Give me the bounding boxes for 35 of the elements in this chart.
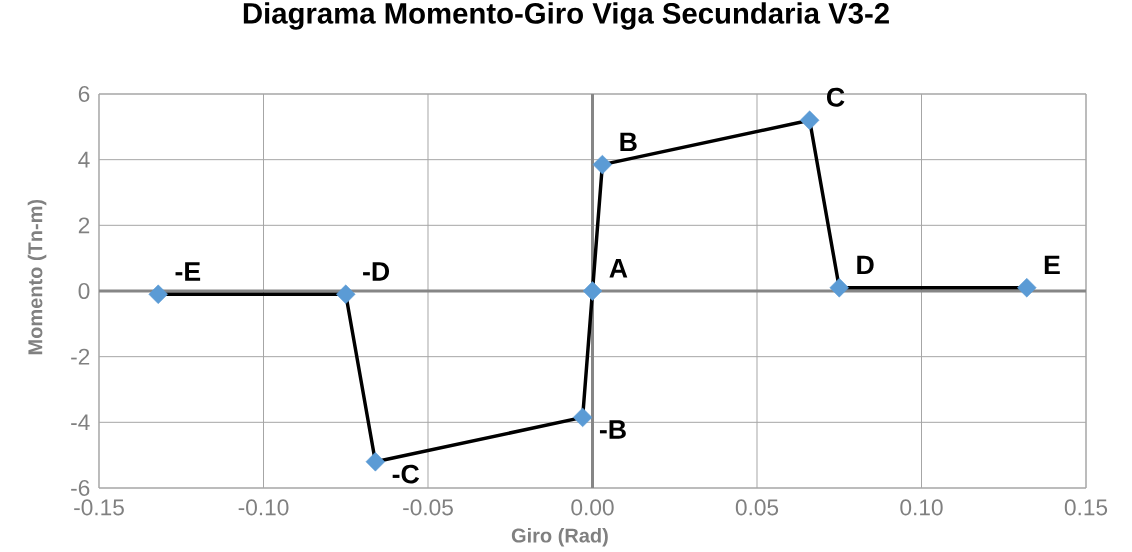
x-tick-label: -0.05	[403, 499, 453, 516]
point	[572, 407, 593, 428]
y-tick-label: -4	[71, 414, 90, 431]
annotation: -E	[175, 262, 201, 281]
annotation: -D	[363, 262, 390, 281]
x-tick-label: -0.15	[74, 499, 124, 516]
y-tick-label: 4	[78, 151, 90, 168]
point	[336, 284, 356, 304]
y-tick-label: 0	[78, 282, 90, 300]
x-tick-label: 0.05	[735, 499, 779, 516]
point	[365, 452, 386, 472]
point	[148, 284, 168, 304]
point	[582, 281, 603, 301]
chart-title: Diagrama Momento-Giro Viga Secundaria V3-2	[243, 2, 889, 30]
annotation: A	[609, 259, 628, 278]
point	[799, 110, 820, 130]
y-tick-label: -6	[71, 479, 90, 497]
annotation: -C	[392, 464, 420, 484]
point	[592, 154, 613, 175]
y-tick-label: 6	[78, 85, 90, 103]
y-axis-title: Momento (Tn-m)	[27, 199, 47, 355]
annotation: E	[1044, 255, 1060, 275]
x-tick-label: -0.10	[238, 499, 289, 516]
point	[829, 278, 849, 298]
point	[1017, 278, 1037, 298]
x-tick-label: 0.15	[1064, 499, 1108, 516]
x-tick-label: 0.10	[900, 499, 943, 516]
y-tick-label: 2	[78, 217, 90, 234]
x-axis-title: Giro (Rad)	[511, 527, 608, 547]
annotation: C	[827, 87, 845, 107]
annotation: D	[857, 255, 874, 275]
x-tick-label: 0.00	[571, 499, 614, 516]
y-tick-label: -2	[71, 348, 90, 365]
annotation: -B	[599, 420, 626, 439]
annotation: B	[620, 132, 637, 151]
